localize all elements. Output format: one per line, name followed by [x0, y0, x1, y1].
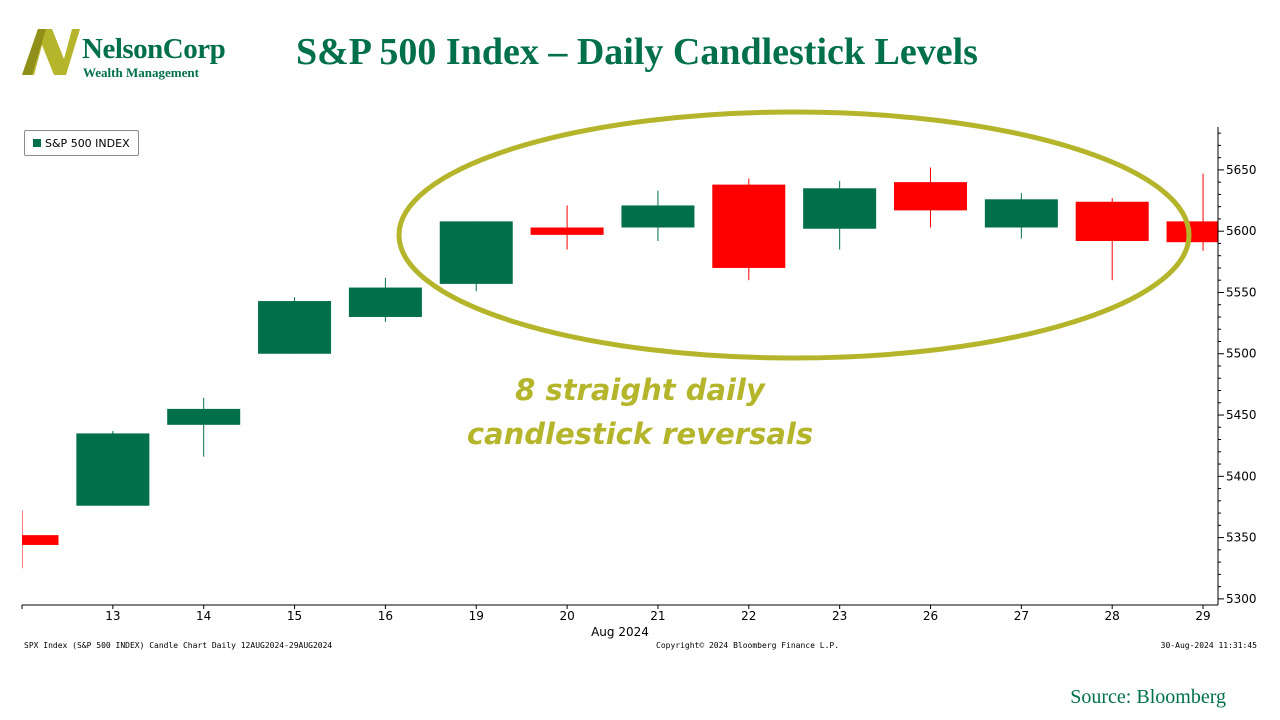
candle-body [1075, 201, 1149, 241]
x-tick-label: 23 [832, 609, 847, 623]
candle-body [712, 184, 786, 268]
logo-n-mark-icon [22, 29, 80, 75]
chart-legend: S&P 500 INDEX [24, 130, 139, 156]
candle-body [1166, 221, 1218, 243]
x-tick-label: 27 [1014, 609, 1029, 623]
nelsoncorp-logo: NelsonCorp Wealth Management [20, 27, 230, 80]
candle-body [439, 221, 513, 284]
candle-body [984, 199, 1058, 228]
candle-body [530, 227, 604, 235]
reversals-annotation: 8 straight daily candlestick reversals [460, 368, 820, 456]
y-tick-label: 5600 [1226, 224, 1257, 238]
legend-label: S&P 500 INDEX [45, 136, 130, 150]
candle-body [76, 433, 150, 506]
y-tick-label: 5500 [1226, 347, 1257, 361]
legend-swatch [33, 139, 41, 147]
logo-name: NelsonCorp [82, 33, 226, 65]
y-tick-label: 5400 [1226, 469, 1257, 483]
x-tick-label: 13 [105, 609, 120, 623]
x-tick-label: 21 [650, 609, 665, 623]
y-tick-label: 5450 [1226, 408, 1257, 422]
source-note: Source: Bloomberg [1070, 686, 1226, 708]
x-tick-label: 14 [196, 609, 211, 623]
candles-layer [22, 167, 1218, 569]
x-tick-label: 26 [923, 609, 938, 623]
candle-body [258, 301, 332, 354]
y-tick-label: 5650 [1226, 163, 1257, 177]
candle-body [803, 188, 877, 229]
x-month-label: Aug 2024 [591, 625, 649, 639]
logo-subtitle: Wealth Management [83, 65, 199, 80]
annotation-line-2: candlestick reversals [466, 417, 814, 451]
x-tick-label: 29 [1195, 609, 1210, 623]
annotation-line-1: 8 straight daily [515, 373, 765, 407]
candle-body [348, 287, 422, 317]
reversals-highlight-ellipse [396, 109, 1192, 361]
x-tick-label: 22 [741, 609, 756, 623]
candle-body [22, 535, 59, 545]
page-title: S&P 500 Index – Daily Candlestick Levels [296, 31, 978, 73]
x-tick-label: 15 [287, 609, 302, 623]
x-tick-label: 19 [469, 609, 484, 623]
y-tick-label: 5550 [1226, 285, 1257, 299]
candle-body [894, 182, 967, 211]
axes-layer: 5300 5350 5400 5450 5500 5550 5600 5650 13 14 15 16… [21, 127, 1257, 639]
x-tick-label: 20 [559, 609, 574, 623]
x-tick-label: 28 [1105, 609, 1120, 623]
footer-copyright: Copyright© 2024 Bloomberg Finance L.P. [656, 641, 840, 650]
footer-timestamp: 30-Aug-2024 11:31:45 [1160, 641, 1257, 650]
candle-body [167, 408, 241, 425]
y-tick-label: 5350 [1226, 531, 1257, 545]
footer-chart-info: SPX Index (S&P 500 INDEX) Candle Chart D… [24, 641, 333, 650]
candle-body [621, 205, 695, 228]
x-tick-label: 16 [378, 609, 393, 623]
y-tick-label: 5300 [1226, 592, 1257, 606]
